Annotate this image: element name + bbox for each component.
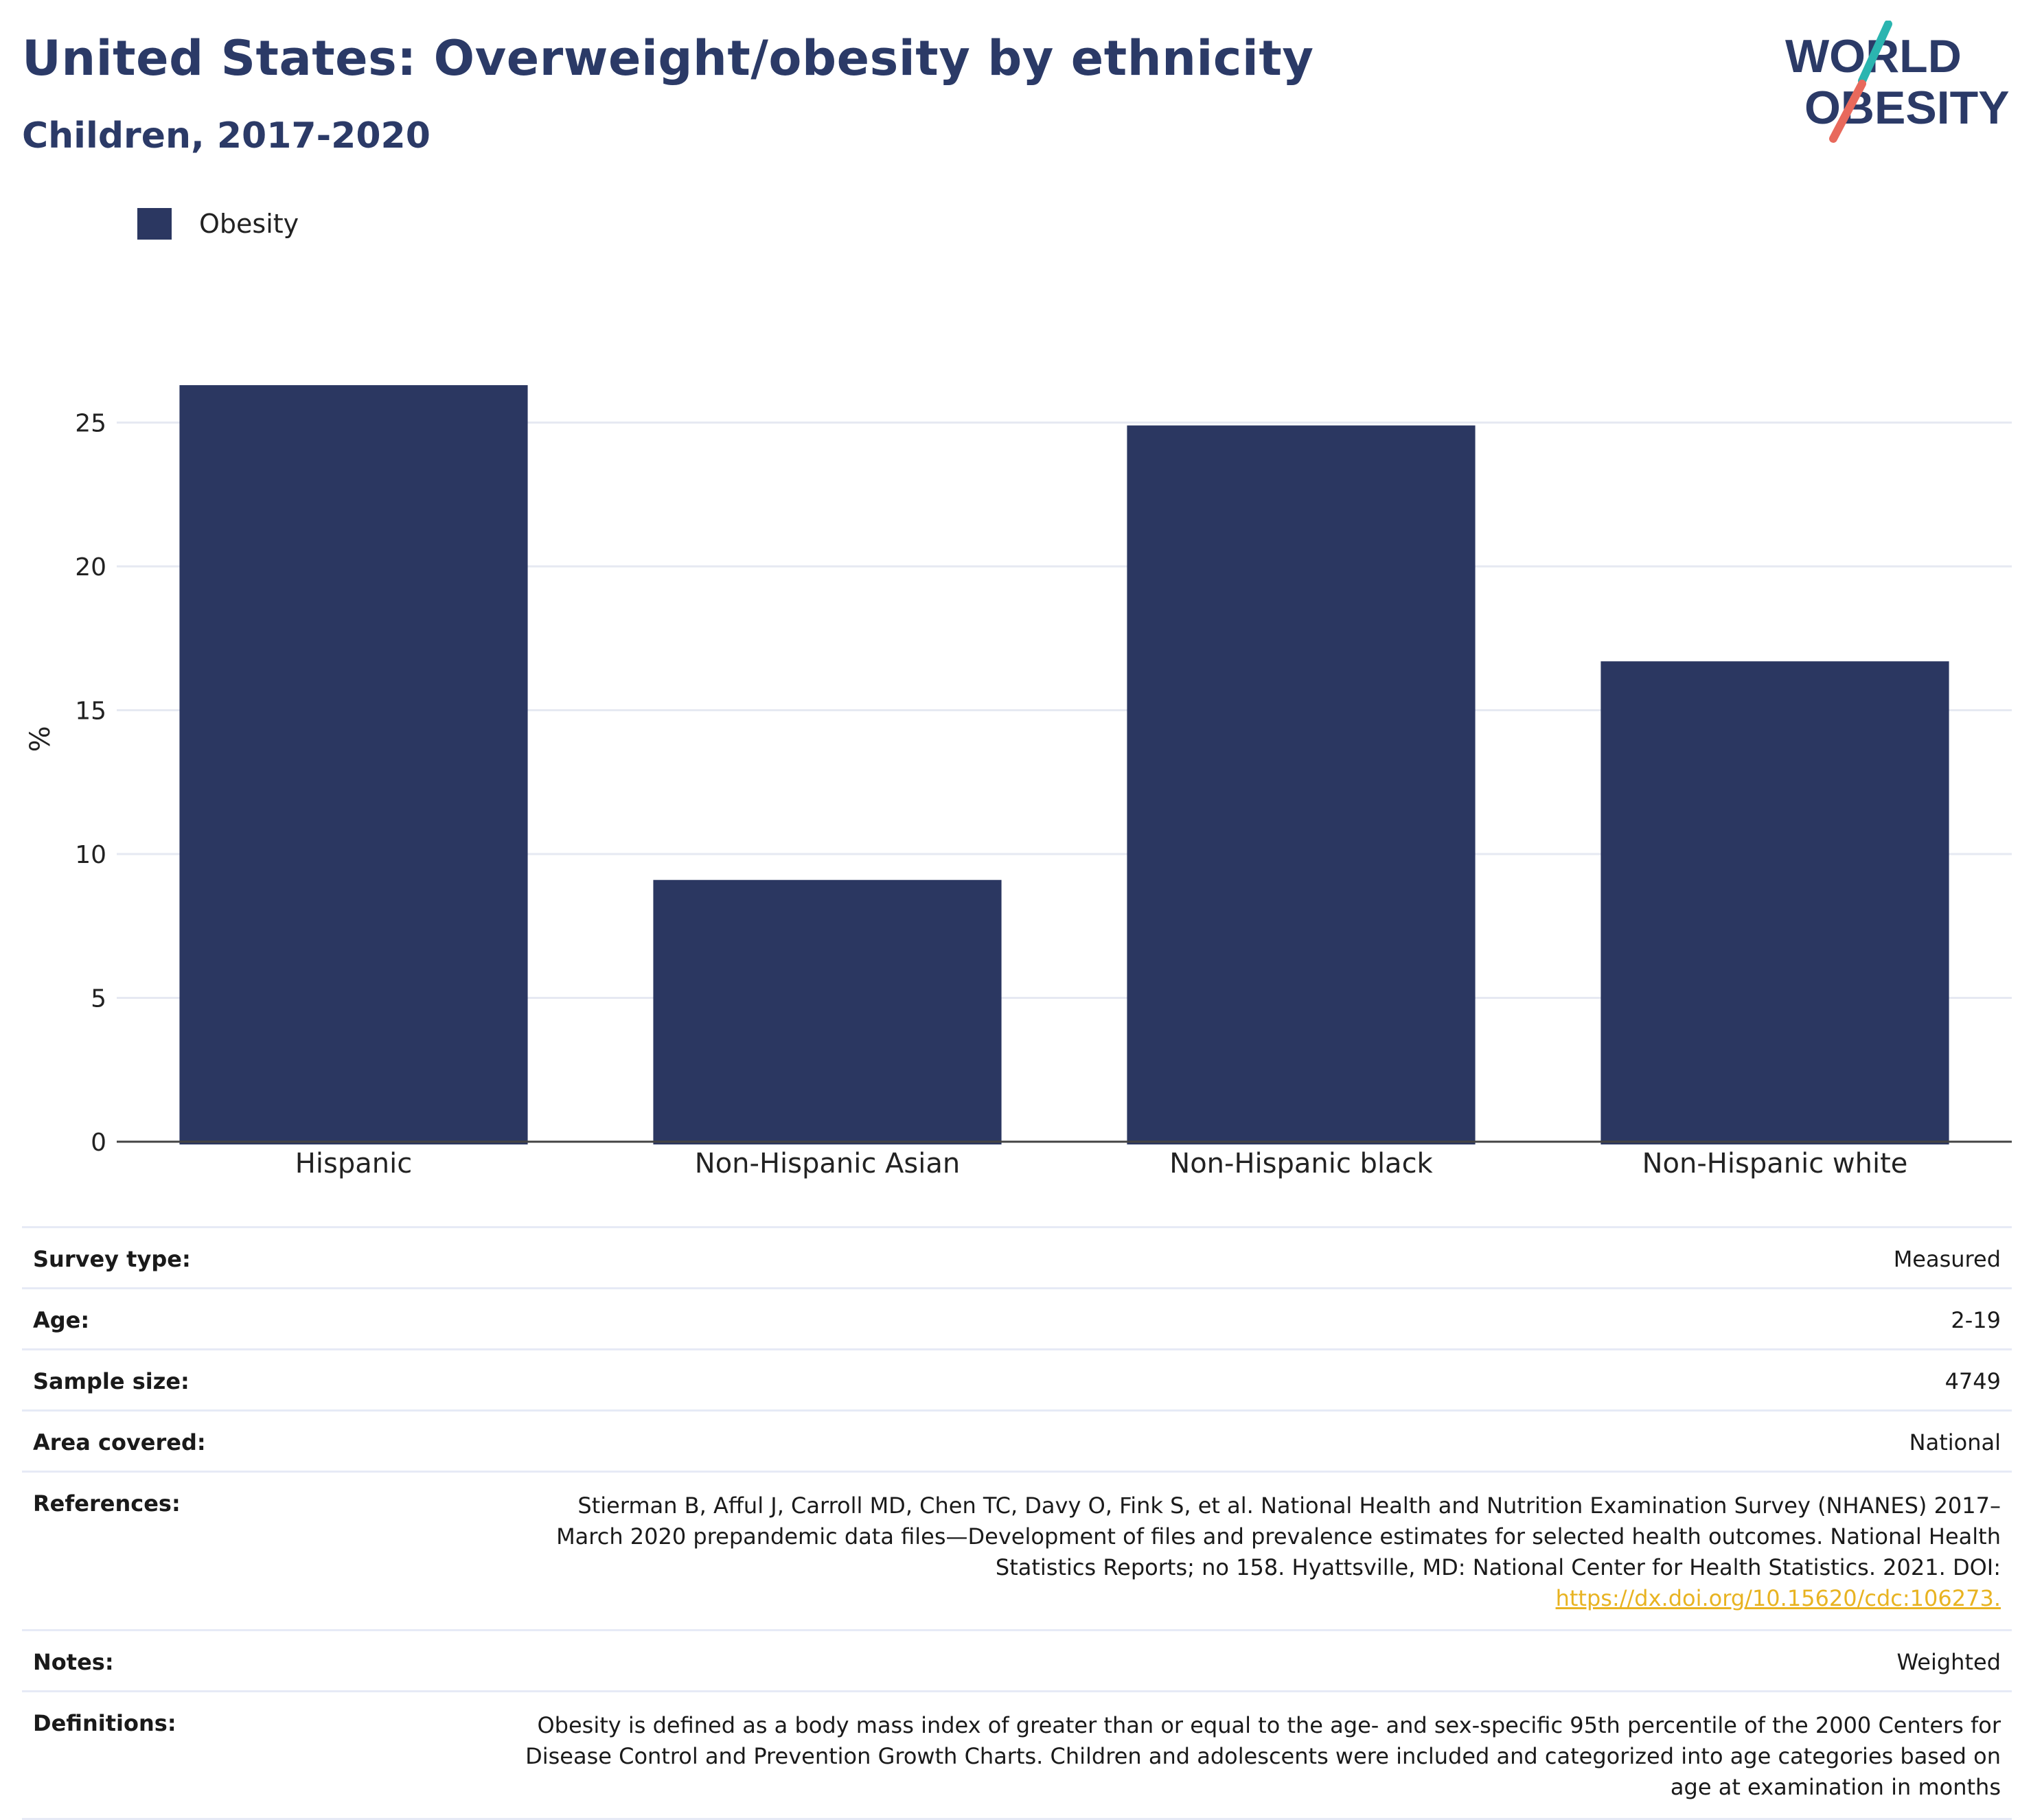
y-tick-label: 5 [91, 985, 106, 1013]
metadata-key: References: [33, 1490, 181, 1517]
metadata-key: Notes: [33, 1649, 114, 1675]
logo-text-obesity: OBESITY [1804, 82, 2010, 134]
bar [1127, 425, 1476, 1145]
y-tick-label: 20 [75, 553, 106, 581]
metadata-key: Area covered: [33, 1429, 206, 1455]
x-tick-label: Hispanic [295, 1148, 412, 1179]
legend-swatch-obesity [137, 208, 172, 240]
bar [1600, 661, 1949, 1144]
x-tick-label: Non-Hispanic Asian [695, 1148, 960, 1179]
metadata-value: 2-19 [1951, 1307, 2001, 1333]
metadata-row: Definitions: Obesity is defined as a body… [22, 1690, 2012, 1820]
logo-slash-red [1829, 80, 1866, 143]
metadata-row: Area covered: National [22, 1409, 2012, 1471]
y-tick-label: 25 [75, 410, 106, 438]
metadata-value: Obesity is defined as a body mass index … [525, 1712, 2001, 1800]
metadata-key: Survey type: [33, 1246, 191, 1272]
y-tick-label: 10 [75, 841, 106, 869]
metadata-row: References: Stierman B, Afful J, Carroll … [22, 1471, 2012, 1629]
legend-label-obesity: Obesity [199, 209, 299, 239]
metadata-key: Definitions: [33, 1710, 176, 1736]
metadata-row: Age: 2-19 [22, 1287, 2012, 1348]
metadata-value: Stierman B, Afful J, Carroll MD, Chen TC… [556, 1493, 2001, 1611]
metadata-value: Weighted [1896, 1649, 2001, 1675]
metadata-value: Measured [1893, 1246, 2001, 1272]
x-tick-label: Non-Hispanic white [1642, 1148, 1908, 1179]
logo-slash-teal [1858, 21, 1892, 85]
bar [653, 879, 1002, 1144]
metadata-value: National [1909, 1429, 2001, 1455]
metadata-row: Sample size: 4749 [22, 1348, 2012, 1409]
metadata-value: 4749 [1944, 1368, 2001, 1394]
x-tick-label: Non-Hispanic black [1169, 1148, 1433, 1179]
bar-chart: 0 5 10 15 20 25% Hispanic Non-Hispanic Asian Non… [25, 385, 2012, 1179]
chart-title: United States: Overweight/obesity by eth… [22, 30, 1314, 87]
bar [179, 385, 528, 1144]
metadata-key: Age: [33, 1307, 90, 1333]
legend: Obesity [137, 206, 299, 242]
metadata-row: Notes: Weighted [22, 1629, 2012, 1690]
metadata-row: Survey type: Measured [22, 1226, 2012, 1287]
doi-link[interactable]: https://dx.doi.org/10.15620/cdc:106273. [1555, 1585, 2001, 1611]
y-axis-label: % [25, 726, 56, 752]
metadata-table: Survey type: Measured Age: 2-19 Sample size:… [22, 1226, 2012, 1820]
chart-subtitle: Children, 2017-2020 [22, 115, 431, 157]
metadata-key: Sample size: [33, 1368, 190, 1394]
world-obesity-logo: WORLD OBESITY [1785, 21, 2010, 143]
y-tick-label: 0 [91, 1129, 106, 1157]
y-tick-label: 15 [75, 698, 106, 726]
